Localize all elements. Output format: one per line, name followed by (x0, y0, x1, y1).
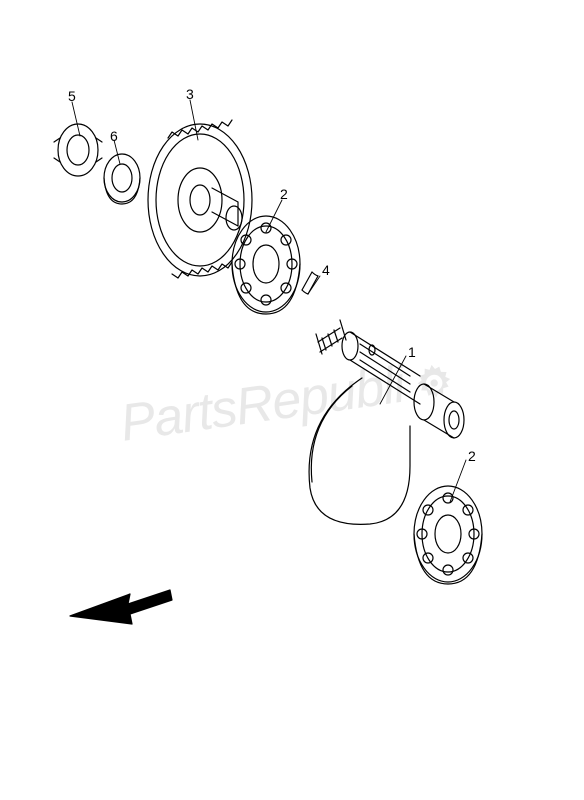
callout-4: 4 (322, 262, 330, 278)
part-gear (148, 120, 252, 278)
part-bearing-upper (232, 216, 300, 314)
callout-2-lower: 2 (468, 448, 476, 464)
callout-2-upper: 2 (280, 186, 288, 202)
leader-lines (72, 100, 466, 502)
callout-6: 6 (110, 128, 118, 144)
callout-1: 1 (408, 344, 416, 360)
exploded-parts-diagram: PartsRepubli (0, 0, 584, 800)
part-nut (54, 124, 102, 176)
part-balancer-shaft (309, 320, 464, 524)
callout-5: 5 (68, 88, 76, 104)
part-washer (104, 154, 140, 204)
direction-arrow (70, 590, 172, 624)
parts-lineart (0, 0, 584, 800)
callout-3: 3 (186, 86, 194, 102)
part-bearing-lower (414, 486, 482, 584)
